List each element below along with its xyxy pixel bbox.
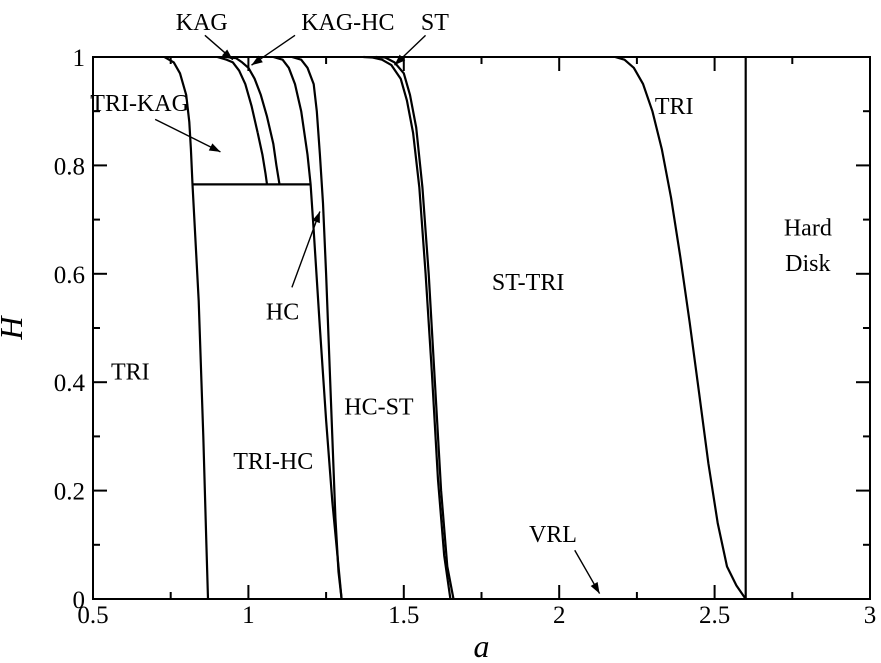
region-label-tri-hc: TRI-HC <box>233 449 313 475</box>
boundary-sttri-tri <box>614 55 747 600</box>
x-tick-label: 1.5 <box>388 602 419 629</box>
annotation-arrowhead-tri-kag <box>208 143 221 152</box>
boundary-hc-right <box>291 55 343 600</box>
annotation-label-kag-hc: KAG-HC <box>301 10 394 36</box>
annotation-arrowhead-vrl <box>590 582 600 594</box>
y-axis-label: H <box>0 315 29 341</box>
x-tick-label: 0.5 <box>77 602 108 629</box>
x-tick-label: 2 <box>553 602 566 629</box>
region-label-tri-left: TRI <box>111 359 150 385</box>
annotation-label-hc: HC <box>266 300 299 326</box>
annotation-label-kag: KAG <box>176 10 228 36</box>
boundary-kag-right <box>256 132 269 185</box>
boundary-tri-trihc <box>191 184 210 600</box>
y-tick-label: 1 <box>73 45 86 72</box>
annotation-label-tri-kag: TRI-KAG <box>90 91 189 117</box>
annotation-arrow-tri-kag <box>154 118 221 153</box>
x-tick-label: 3 <box>864 602 877 629</box>
annotation-arrowhead-st <box>394 54 406 66</box>
annotation-arrows <box>154 34 601 594</box>
region-label-tri-right: TRI <box>655 94 694 120</box>
boundary-kag-left <box>216 55 259 134</box>
region-label-hard: Hard <box>784 216 832 242</box>
annotation-arrowhead-hc <box>312 211 320 224</box>
boundary-hc-left <box>272 55 343 600</box>
region-label-st-tri: ST-TRI <box>492 270 564 296</box>
boundary-st-right <box>375 55 455 600</box>
axis-ticks <box>92 56 871 600</box>
x-tick-label: 1 <box>242 602 255 629</box>
x-tick-label: 2.5 <box>699 602 730 629</box>
phase-boundaries <box>163 55 747 600</box>
text-labels: TRI TRI-HC HC-ST ST-TRI TRI Hard Disk KAG KAG-HC… <box>90 10 832 548</box>
boundary-tri-kag-left <box>163 56 194 185</box>
y-tick-label: 0.2 <box>54 479 85 506</box>
boundary-kaghc-boundary <box>226 55 281 185</box>
y-tick-label: 0.8 <box>54 153 85 180</box>
annotation-label-vrl: VRL <box>529 522 577 548</box>
annotation-arrowhead-kag-hc <box>251 55 263 66</box>
y-tick-label: 0 <box>73 587 86 614</box>
boundary-st-left <box>363 55 452 600</box>
x-axis-label: a <box>474 628 490 663</box>
annotation-arrow-hc <box>291 211 321 288</box>
region-label-disk: Disk <box>785 251 830 277</box>
tick-labels: 0.5 1 1.5 2 2.5 3 0 0.2 0.4 0.6 0.8 1 <box>54 45 877 629</box>
plot-frame <box>92 56 871 600</box>
y-tick-label: 0.6 <box>54 262 85 289</box>
y-tick-label: 0.4 <box>54 370 86 397</box>
annotation-label-st: ST <box>421 10 449 36</box>
region-label-hc-st: HC-ST <box>344 395 414 421</box>
